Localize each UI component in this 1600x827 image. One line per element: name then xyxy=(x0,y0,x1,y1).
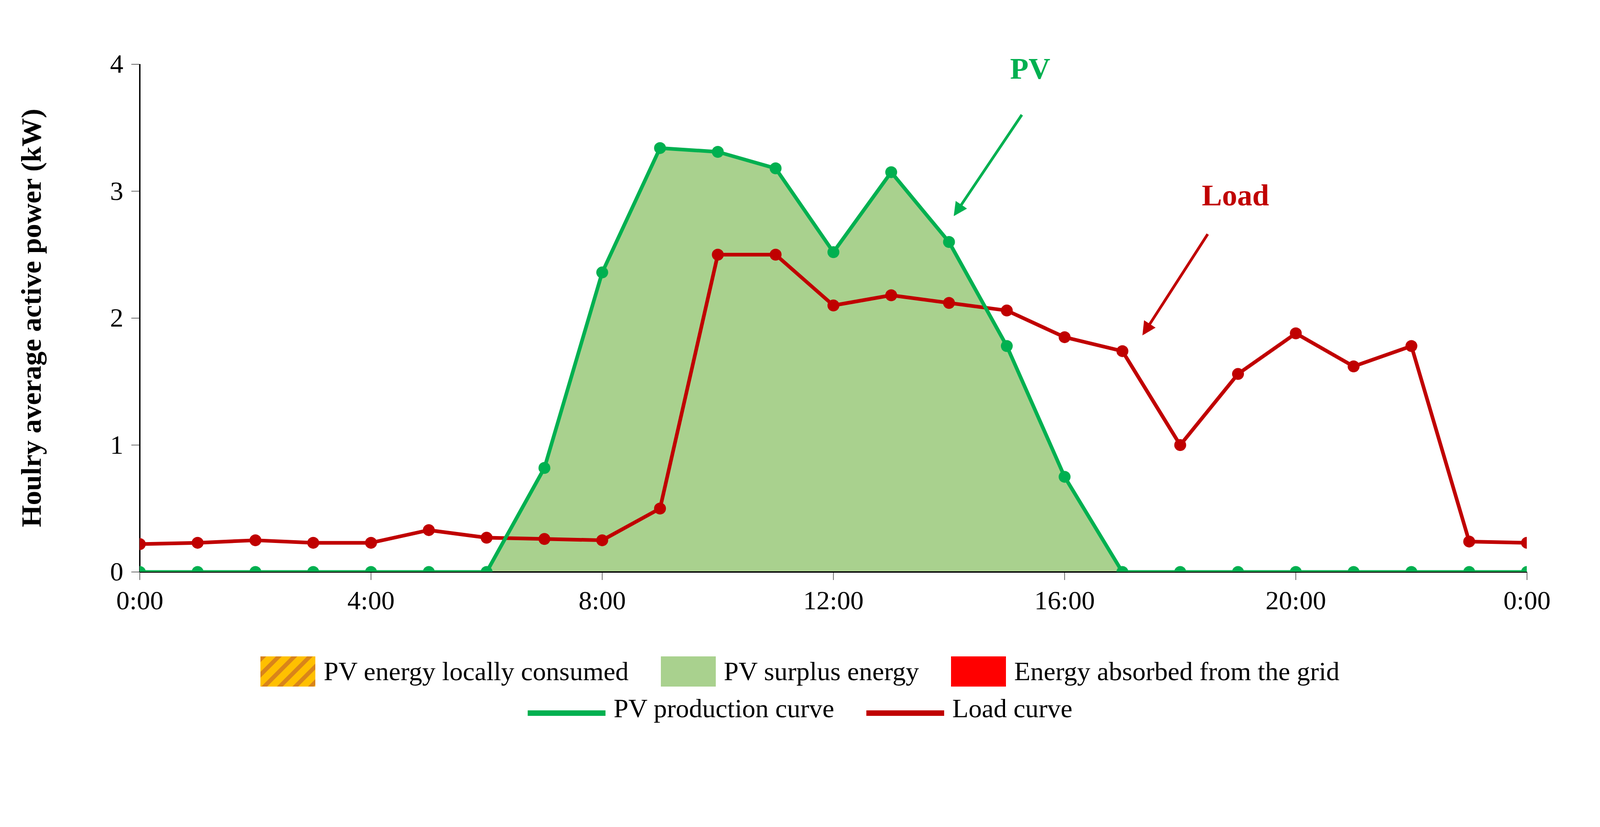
svg-text:Load: Load xyxy=(1201,178,1270,212)
svg-text:16:00: 16:00 xyxy=(1034,585,1095,616)
html-text:Load curve: Load curve xyxy=(952,693,1073,724)
svg-text:8:00: 8:00 xyxy=(578,585,626,616)
svg-text:1: 1 xyxy=(110,430,124,460)
svg-text:2: 2 xyxy=(110,302,124,333)
svg-text:4:00: 4:00 xyxy=(347,585,395,616)
svg-text:3: 3 xyxy=(110,176,124,206)
svg-text:20:00: 20:00 xyxy=(1265,585,1326,616)
svg-text:PV: PV xyxy=(1010,51,1051,86)
svg-text:0:00: 0:00 xyxy=(116,585,164,616)
svg-text:0: 0 xyxy=(110,556,124,587)
svg-text:12:00: 12:00 xyxy=(803,585,864,616)
svg-text:0:00: 0:00 xyxy=(1503,585,1551,616)
svg-text:4: 4 xyxy=(110,48,124,79)
html-text:PV surplus energy: PV surplus energy xyxy=(723,656,919,687)
html-text:PV production curve: PV production curve xyxy=(613,693,835,724)
svg-text:Houlry average active power (k: Houlry average active power (kW) xyxy=(15,108,48,528)
html-text:PV energy locally consumed: PV energy locally consumed xyxy=(323,656,629,687)
html-text:Energy absorbed from the grid: Energy absorbed from the grid xyxy=(1014,656,1340,687)
